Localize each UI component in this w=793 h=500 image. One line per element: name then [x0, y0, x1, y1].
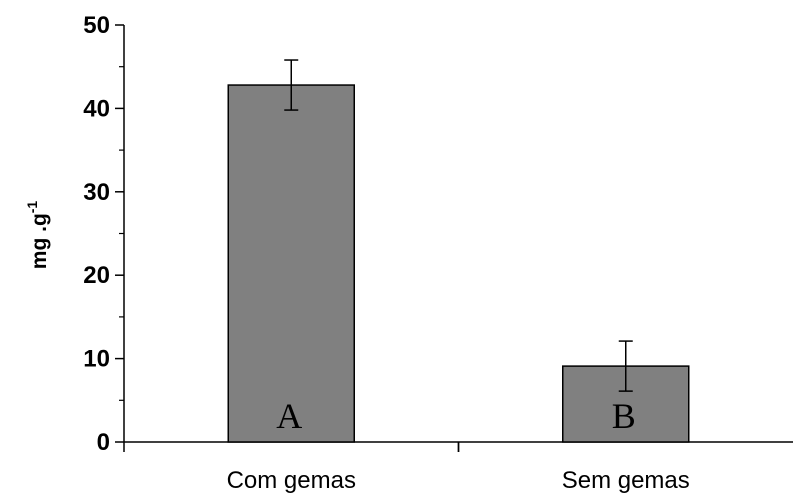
y-tick-label: 10 [83, 346, 110, 373]
y-tick-label: 40 [83, 95, 110, 122]
y-tick-label: 0 [97, 429, 110, 456]
x-category-label: Sem gemas [562, 467, 690, 494]
y-tick-label: 50 [83, 12, 110, 39]
y-axis-label-superscript: -1 [24, 201, 40, 214]
error-bar-2 [618, 340, 633, 392]
bar-1 [227, 84, 355, 443]
bar-letter-label: B [612, 396, 636, 436]
bar-letter-label: A [276, 396, 302, 436]
y-axis: 0 10 20 30 40 50 [83, 12, 125, 456]
error-bars [284, 59, 633, 392]
y-tick-label: 20 [83, 262, 110, 289]
category-labels: Com gemas Sem gemas [227, 467, 690, 494]
x-category-label: Com gemas [227, 467, 356, 494]
y-axis-label: mg .g-1 [24, 201, 51, 270]
bar-2 [562, 365, 690, 443]
y-tick-label: 30 [83, 179, 110, 206]
x-axis [123, 441, 793, 452]
bars [227, 84, 690, 443]
error-bar-1 [284, 59, 299, 111]
y-axis-label-main: mg .g [28, 213, 51, 269]
